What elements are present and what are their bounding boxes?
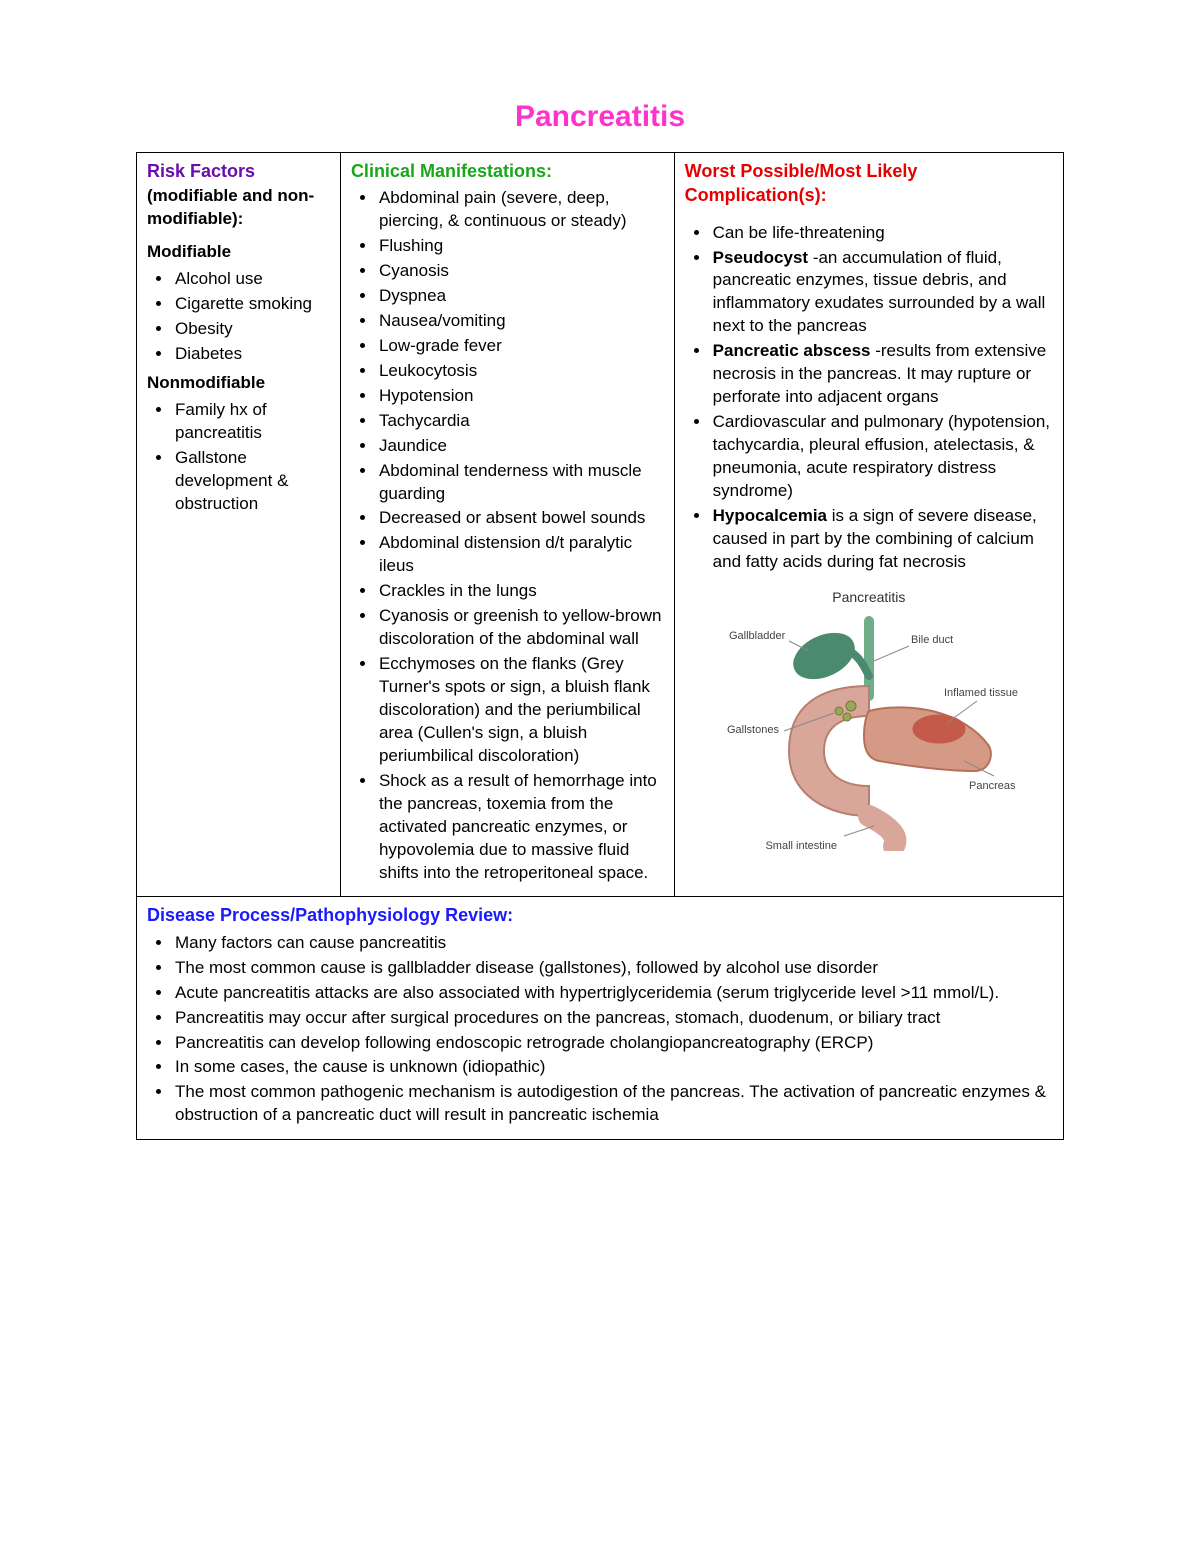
list-item: Acute pancreatitis attacks are also asso… bbox=[173, 982, 1053, 1005]
pancreatitis-diagram-svg: Gallbladder Bile duct Gallstones Inflame… bbox=[719, 611, 1019, 851]
complications-heading: Worst Possible/Most Likely Complication(… bbox=[685, 159, 1053, 208]
list-item: Flushing bbox=[377, 235, 664, 258]
lbl-bile-duct: Bile duct bbox=[911, 634, 953, 646]
list-item: Alcohol use bbox=[173, 268, 330, 291]
clinical-list: Abdominal pain (severe, deep, piercing, … bbox=[351, 187, 664, 884]
list-item: Jaundice bbox=[377, 435, 664, 458]
list-item: Cyanosis or greenish to yellow-brown dis… bbox=[377, 605, 664, 651]
list-item: Pancreatitis can develop following endos… bbox=[173, 1032, 1053, 1055]
list-item: Hypocalcemia is a sign of severe disease… bbox=[711, 505, 1053, 574]
anatomy-diagram: Pancreatitis bbox=[685, 588, 1053, 851]
page-title: Pancreatitis bbox=[136, 100, 1064, 134]
list-item: Tachycardia bbox=[377, 410, 664, 433]
risk-heading-text: Risk Factors bbox=[147, 161, 255, 181]
complications-list: Can be life-threateningPseudocyst -an ac… bbox=[685, 222, 1053, 574]
complications-cell: Worst Possible/Most Likely Complication(… bbox=[674, 153, 1063, 897]
list-item: Abdominal distension d/t paralytic ileus bbox=[377, 532, 664, 578]
nonmodifiable-label: Nonmodifiable bbox=[147, 372, 330, 395]
page: Pancreatitis Risk Factors (modifiable an… bbox=[136, 0, 1064, 1200]
lbl-pancreas: Pancreas bbox=[969, 780, 1016, 792]
list-item: Cigarette smoking bbox=[173, 293, 330, 316]
list-item: Cyanosis bbox=[377, 260, 664, 283]
list-item: Shock as a result of hemorrhage into the… bbox=[377, 770, 664, 885]
content-table: Risk Factors (modifiable and non-modifia… bbox=[136, 152, 1064, 1140]
list-item: Low-grade fever bbox=[377, 335, 664, 358]
list-item: Cardiovascular and pulmonary (hypotensio… bbox=[711, 411, 1053, 503]
list-item: Diabetes bbox=[173, 343, 330, 366]
list-item: Nausea/vomiting bbox=[377, 310, 664, 333]
modifiable-list: Alcohol useCigarette smokingObesityDiabe… bbox=[147, 268, 330, 366]
clinical-heading: Clinical Manifestations: bbox=[351, 159, 664, 183]
disease-heading: Disease Process/Pathophysiology Review: bbox=[147, 903, 1053, 927]
list-item: Pseudocyst -an accumulation of fluid, pa… bbox=[711, 247, 1053, 339]
clinical-cell: Clinical Manifestations: Abdominal pain … bbox=[340, 153, 674, 897]
list-item: Abdominal pain (severe, deep, piercing, … bbox=[377, 187, 664, 233]
list-item: Pancreatitis may occur after surgical pr… bbox=[173, 1007, 1053, 1030]
list-item: Ecchymoses on the flanks (Grey Turner's … bbox=[377, 653, 664, 768]
lbl-small-intestine: Small intestine bbox=[765, 840, 837, 851]
list-item: Dyspnea bbox=[377, 285, 664, 308]
list-item: Pancreatic abscess -results from extensi… bbox=[711, 340, 1053, 409]
list-item: Decreased or absent bowel sounds bbox=[377, 507, 664, 530]
modifiable-label: Modifiable bbox=[147, 241, 330, 264]
list-item: Obesity bbox=[173, 318, 330, 341]
risk-factors-cell: Risk Factors (modifiable and non-modifia… bbox=[137, 153, 341, 897]
list-item: Gallstone development & obstruction bbox=[173, 447, 330, 516]
risk-subheading: (modifiable and non-modifiable): bbox=[147, 185, 330, 231]
lbl-inflamed: Inflamed tissue bbox=[944, 687, 1018, 699]
list-item: Many factors can cause pancreatitis bbox=[173, 932, 1053, 955]
list-item: Family hx of pancreatitis bbox=[173, 399, 330, 445]
disease-list: Many factors can cause pancreatitisThe m… bbox=[147, 932, 1053, 1128]
list-item: Hypotension bbox=[377, 385, 664, 408]
diagram-caption: Pancreatitis bbox=[685, 588, 1053, 607]
lbl-gallstones: Gallstones bbox=[727, 724, 779, 736]
list-item: Crackles in the lungs bbox=[377, 580, 664, 603]
list-item: In some cases, the cause is unknown (idi… bbox=[173, 1056, 1053, 1079]
lbl-gallbladder: Gallbladder bbox=[729, 630, 786, 642]
disease-cell: Disease Process/Pathophysiology Review: … bbox=[137, 897, 1064, 1140]
list-item: Abdominal tenderness with muscle guardin… bbox=[377, 460, 664, 506]
list-item: The most common cause is gallbladder dis… bbox=[173, 957, 1053, 980]
risk-heading: Risk Factors bbox=[147, 159, 330, 183]
list-item: Leukocytosis bbox=[377, 360, 664, 383]
list-item: The most common pathogenic mechanism is … bbox=[173, 1081, 1053, 1127]
nonmodifiable-list: Family hx of pancreatitisGallstone devel… bbox=[147, 399, 330, 516]
list-item: Can be life-threatening bbox=[711, 222, 1053, 245]
